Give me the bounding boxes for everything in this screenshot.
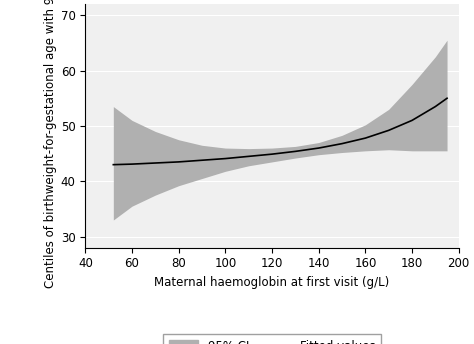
X-axis label: Maternal haemoglobin at first visit (g/L): Maternal haemoglobin at first visit (g/L… — [155, 276, 390, 289]
Legend: 95% CI, Fitted values: 95% CI, Fitted values — [163, 334, 381, 344]
Y-axis label: Centiles of birthweight-for-gestational age with 95% CI: Centiles of birthweight-for-gestational … — [44, 0, 56, 289]
